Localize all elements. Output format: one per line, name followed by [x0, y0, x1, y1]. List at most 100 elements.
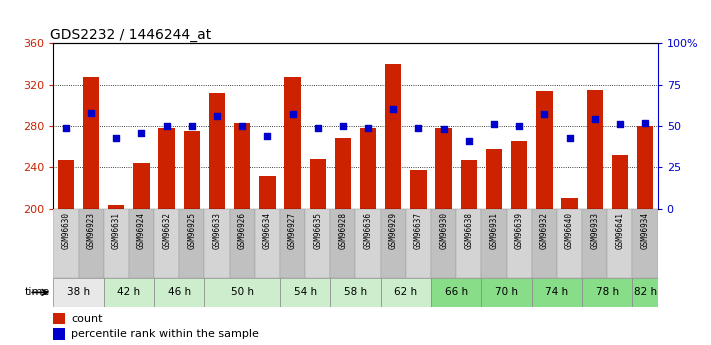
Bar — [456, 209, 481, 278]
Text: GDS2232 / 1446244_at: GDS2232 / 1446244_at — [50, 28, 212, 42]
Text: GSM96925: GSM96925 — [187, 212, 196, 249]
Point — [513, 123, 525, 129]
Text: GSM96931: GSM96931 — [489, 212, 498, 249]
Bar — [536, 91, 552, 209]
Bar — [205, 209, 230, 278]
Point — [463, 138, 474, 144]
Text: GSM96631: GSM96631 — [112, 212, 121, 249]
Point — [564, 135, 575, 140]
Bar — [205, 278, 280, 307]
Bar — [230, 209, 255, 278]
Bar — [611, 155, 628, 209]
Point — [589, 117, 600, 122]
Bar — [133, 163, 149, 209]
Text: GSM96641: GSM96641 — [616, 212, 624, 249]
Point — [337, 123, 348, 129]
Bar — [284, 77, 301, 209]
Point — [85, 110, 97, 116]
Point — [161, 123, 172, 129]
Bar — [331, 209, 356, 278]
Point — [136, 130, 147, 135]
Bar — [360, 128, 376, 209]
Text: 62 h: 62 h — [395, 287, 417, 297]
Text: GSM96632: GSM96632 — [162, 212, 171, 249]
Text: GSM96926: GSM96926 — [237, 212, 247, 249]
Bar — [582, 209, 607, 278]
Text: GSM96640: GSM96640 — [565, 212, 574, 249]
Text: 50 h: 50 h — [230, 287, 254, 297]
Text: GSM96636: GSM96636 — [363, 212, 373, 249]
Bar — [511, 141, 528, 209]
Text: GSM96934: GSM96934 — [641, 212, 650, 249]
Bar — [53, 278, 104, 307]
Text: GSM96933: GSM96933 — [590, 212, 599, 249]
Bar — [431, 209, 456, 278]
Bar — [587, 90, 603, 209]
Point — [211, 113, 223, 119]
Text: GSM96930: GSM96930 — [439, 212, 448, 249]
Point — [614, 121, 626, 127]
Point — [387, 107, 399, 112]
Bar — [331, 278, 380, 307]
Bar — [431, 278, 481, 307]
Bar — [380, 278, 431, 307]
Point — [262, 133, 273, 139]
Bar — [305, 209, 331, 278]
Bar — [637, 126, 653, 209]
Text: 78 h: 78 h — [596, 287, 619, 297]
Bar — [607, 209, 633, 278]
Bar — [481, 278, 532, 307]
Point — [488, 121, 500, 127]
Bar — [104, 278, 154, 307]
Bar — [633, 209, 658, 278]
Bar — [159, 128, 175, 209]
Bar — [104, 209, 129, 278]
Point — [312, 125, 324, 130]
Text: percentile rank within the sample: percentile rank within the sample — [71, 329, 260, 339]
Point — [111, 135, 122, 140]
Point — [186, 123, 198, 129]
Text: GSM96929: GSM96929 — [389, 212, 397, 249]
Bar — [461, 160, 477, 209]
Text: 70 h: 70 h — [495, 287, 518, 297]
Text: 54 h: 54 h — [294, 287, 316, 297]
Bar — [108, 205, 124, 209]
Text: 82 h: 82 h — [634, 287, 657, 297]
Text: GSM96927: GSM96927 — [288, 212, 297, 249]
Bar — [406, 209, 431, 278]
Bar — [557, 209, 582, 278]
Point — [539, 111, 550, 117]
Bar — [380, 209, 406, 278]
Text: GSM96634: GSM96634 — [263, 212, 272, 249]
Text: 66 h: 66 h — [444, 287, 468, 297]
Point — [287, 111, 298, 117]
Bar — [209, 93, 225, 209]
Text: 42 h: 42 h — [117, 287, 141, 297]
Point — [363, 125, 374, 130]
Bar — [582, 278, 633, 307]
Text: GSM96638: GSM96638 — [464, 212, 474, 249]
Point — [237, 123, 248, 129]
Bar — [356, 209, 380, 278]
Text: 74 h: 74 h — [545, 287, 569, 297]
Bar — [280, 209, 305, 278]
Bar — [309, 159, 326, 209]
Text: time: time — [24, 287, 50, 297]
Bar — [234, 123, 250, 209]
Point — [438, 127, 449, 132]
Text: GSM96637: GSM96637 — [414, 212, 423, 249]
Bar — [633, 278, 658, 307]
Bar — [53, 328, 65, 340]
Text: GSM96639: GSM96639 — [515, 212, 524, 249]
Bar — [78, 209, 104, 278]
Bar — [255, 209, 280, 278]
Bar — [532, 278, 582, 307]
Point — [413, 125, 424, 130]
Text: GSM96924: GSM96924 — [137, 212, 146, 249]
Bar — [506, 209, 532, 278]
Point — [60, 125, 72, 130]
Bar — [53, 209, 78, 278]
Bar — [481, 209, 506, 278]
Bar — [280, 278, 331, 307]
Bar — [260, 176, 276, 209]
